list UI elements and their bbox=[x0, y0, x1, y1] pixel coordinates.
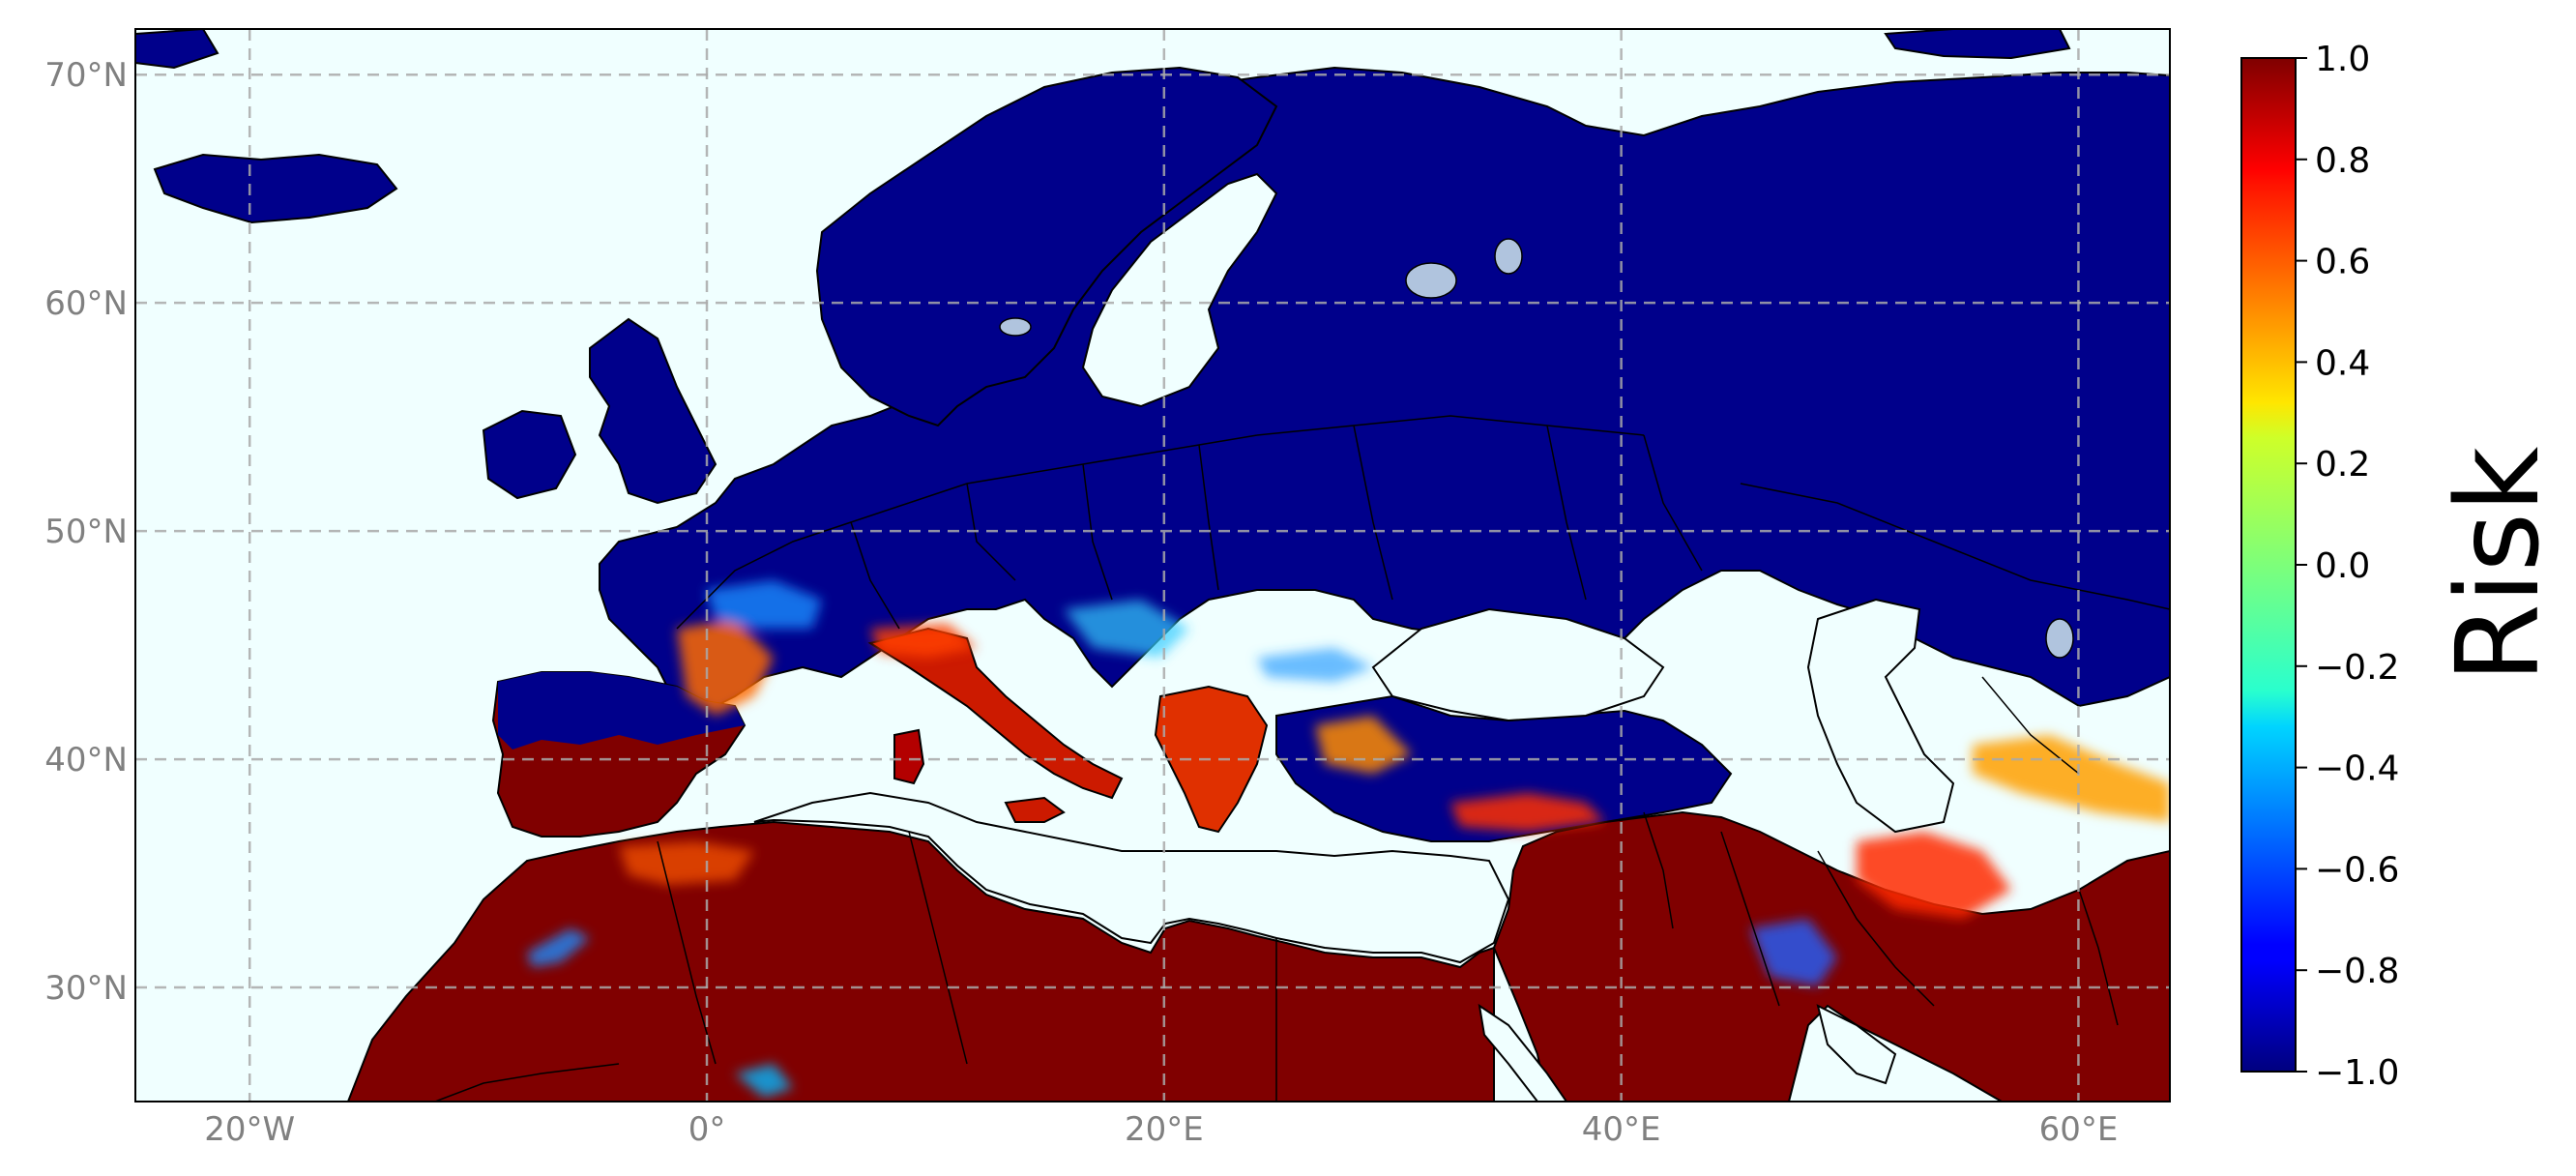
lake-onega bbox=[1494, 238, 1523, 275]
risk-transition-bands bbox=[527, 580, 2170, 1098]
mediterranean-sea bbox=[753, 791, 1510, 964]
lon-tick-label: 60°E bbox=[2039, 1110, 2119, 1149]
lon-tick-label: 0° bbox=[688, 1110, 726, 1149]
colorbar-tick-label: −0.6 bbox=[2315, 850, 2399, 890]
colorbar-tick-label: 0.0 bbox=[2315, 546, 2370, 586]
colorbar-ticks: 1.0 0.8 0.6 0.4 0.2 0.0 −0.2 −0.4 −0.6 −0.8 −1.0 bbox=[2296, 40, 2399, 1093]
lat-tick-label: 60°N bbox=[44, 284, 128, 323]
gridlines bbox=[135, 29, 2170, 1102]
red-sea bbox=[1478, 1003, 1568, 1102]
lat-tick-label: 40°N bbox=[44, 741, 128, 779]
colorbar-tick-label: −0.8 bbox=[2315, 952, 2399, 991]
scandinavia-landmass bbox=[815, 66, 1278, 427]
lake-vanern bbox=[999, 317, 1032, 337]
latitude-labels: 30°N 40°N 50°N 60°N 70°N bbox=[44, 56, 128, 1008]
caspian-sea bbox=[1806, 598, 1955, 834]
land-layer bbox=[135, 29, 2170, 1102]
colorbar-tick-label: 0.2 bbox=[2315, 445, 2370, 485]
ireland-landmass bbox=[482, 409, 577, 500]
lat-tick-label: 50°N bbox=[44, 513, 128, 551]
lake-ladoga bbox=[1405, 262, 1457, 299]
colorbar-tick-label: 1.0 bbox=[2315, 40, 2370, 79]
sardinia-landmass bbox=[893, 728, 925, 785]
colorbar-tick-label: −0.4 bbox=[2315, 750, 2399, 789]
novaya-zemlya bbox=[1884, 29, 2071, 60]
lon-tick-label: 20°E bbox=[1125, 1110, 1204, 1149]
sicily-landmass bbox=[1004, 796, 1066, 823]
colorbar-label: Risk bbox=[2431, 447, 2564, 684]
lat-tick-label: 30°N bbox=[44, 969, 128, 1008]
map-panel: 20°W 0° 20°E 40°E 60°E 30°N 40°N 50°N 60°N 70°N bbox=[44, 28, 2171, 1149]
longitude-labels: 20°W 0° 20°E 40°E 60°E bbox=[204, 1110, 2118, 1149]
colorbar-gradient bbox=[2240, 57, 2297, 1073]
lat-tick-label: 70°N bbox=[44, 56, 128, 95]
colorbar-tick-label: −0.2 bbox=[2315, 648, 2399, 688]
iberia-north-lowrisk bbox=[498, 672, 745, 750]
colorbar: 1.0 0.8 0.6 0.4 0.2 0.0 −0.2 −0.4 −0.6 −0.8 −1.0 R… bbox=[2240, 40, 2564, 1093]
map-frame bbox=[134, 28, 2171, 1102]
colorbar-tick-label: 0.8 bbox=[2315, 141, 2370, 181]
aral-sea bbox=[2045, 618, 2074, 659]
baltic-sea bbox=[1081, 172, 1278, 408]
italy-landmass bbox=[867, 627, 1124, 800]
great-britain-landmass bbox=[589, 317, 717, 505]
colorbar-tick-label: 0.6 bbox=[2315, 243, 2370, 282]
north-africa-landmass bbox=[346, 820, 1495, 1102]
black-sea bbox=[1371, 607, 1665, 722]
lon-tick-label: 40°E bbox=[1582, 1110, 1661, 1149]
colorbar-tick-label: 0.4 bbox=[2315, 343, 2370, 383]
colorbar-tick-label: −1.0 bbox=[2315, 1053, 2399, 1093]
iceland-landmass bbox=[153, 153, 398, 224]
persian-gulf bbox=[1816, 1004, 1897, 1085]
lon-tick-label: 20°W bbox=[204, 1110, 295, 1149]
